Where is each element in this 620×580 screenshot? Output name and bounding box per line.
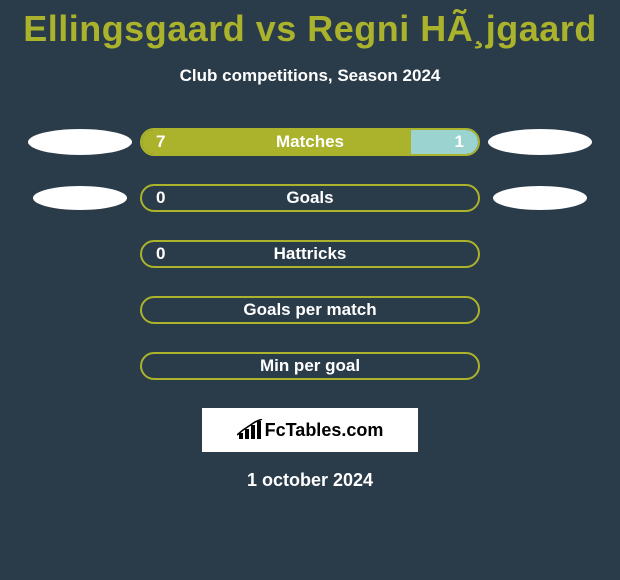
stat-label: Matches bbox=[276, 132, 344, 152]
right-side bbox=[480, 129, 600, 155]
stat-value-left: 7 bbox=[156, 132, 165, 152]
stat-label: Goals bbox=[286, 188, 333, 208]
stat-bar: Goals per match bbox=[140, 296, 480, 324]
stat-bar: Min per goal bbox=[140, 352, 480, 380]
player-ellipse-right bbox=[493, 186, 587, 210]
logo-box: FcTables.com bbox=[202, 408, 418, 452]
logo-text: FcTables.com bbox=[265, 420, 384, 441]
page-title: Ellingsgaard vs Regni HÃ¸jgaard bbox=[0, 0, 620, 50]
stat-label: Min per goal bbox=[260, 356, 360, 376]
stat-value-left: 0 bbox=[156, 188, 165, 208]
stat-label: Hattricks bbox=[274, 244, 347, 264]
player-ellipse-right bbox=[488, 129, 592, 155]
player-ellipse-left bbox=[33, 186, 127, 210]
stat-bar: 7 1 Matches bbox=[140, 128, 480, 156]
left-side bbox=[20, 186, 140, 210]
stat-bar: 0 Hattricks bbox=[140, 240, 480, 268]
stat-row: Goals per match bbox=[0, 296, 620, 324]
stat-label: Goals per match bbox=[243, 300, 376, 320]
stat-bar: 0 Goals bbox=[140, 184, 480, 212]
stat-row: 0 Hattricks bbox=[0, 240, 620, 268]
stat-row: 7 1 Matches bbox=[0, 128, 620, 156]
logo-chart-icon bbox=[237, 419, 263, 441]
logo: FcTables.com bbox=[237, 419, 384, 441]
bar-seg-right bbox=[411, 130, 478, 154]
comparison-chart: 7 1 Matches 0 Goals 0 Hattricks Goals per match… bbox=[0, 128, 620, 380]
stat-row: Min per goal bbox=[0, 352, 620, 380]
date-label: 1 october 2024 bbox=[0, 470, 620, 491]
stat-row: 0 Goals bbox=[0, 184, 620, 212]
stat-value-right: 1 bbox=[455, 132, 464, 152]
right-side bbox=[480, 186, 600, 210]
left-side bbox=[20, 129, 140, 155]
player-ellipse-left bbox=[28, 129, 132, 155]
page-subtitle: Club competitions, Season 2024 bbox=[0, 66, 620, 86]
stat-value-left: 0 bbox=[156, 244, 165, 264]
